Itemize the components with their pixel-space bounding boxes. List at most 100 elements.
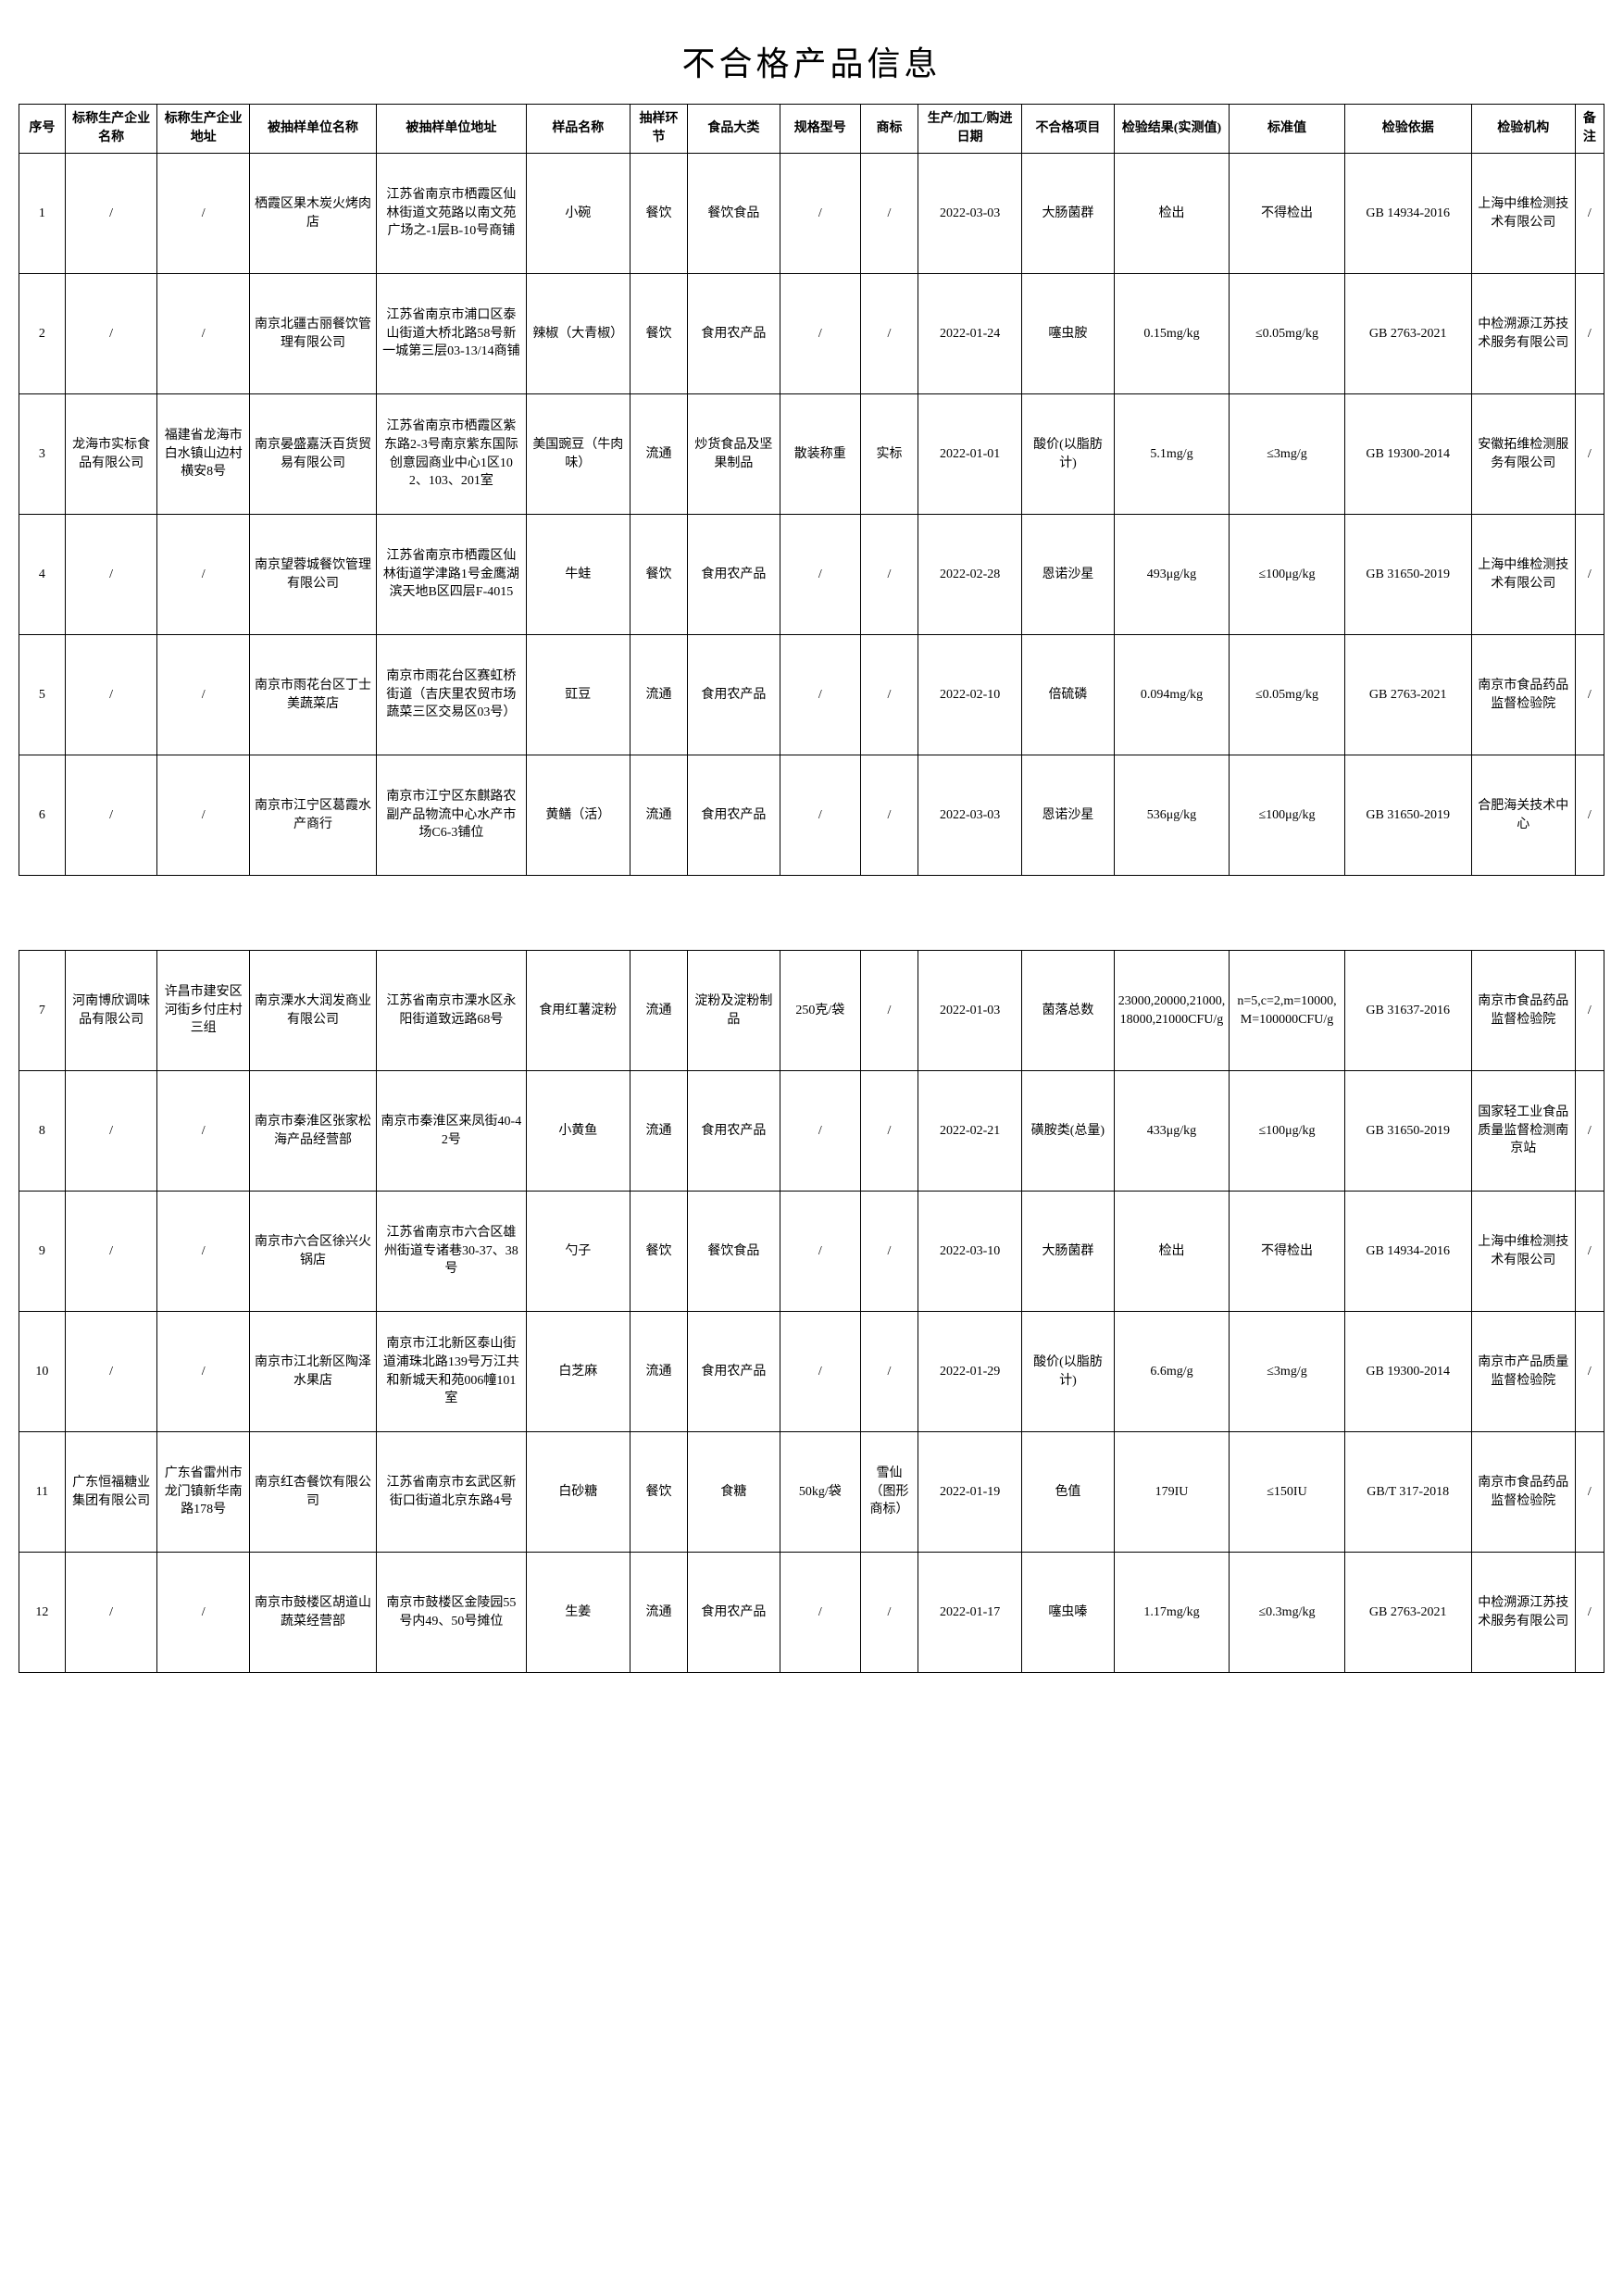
table-cell: 食用农产品	[688, 1312, 780, 1432]
table-cell: 不得检出	[1230, 154, 1345, 274]
table-cell: ≤0.05mg/kg	[1230, 274, 1345, 394]
table-cell: /	[860, 635, 918, 755]
table-cell: 7	[19, 951, 66, 1071]
table-cell: 上海中维检测技术有限公司	[1471, 1192, 1575, 1312]
table-cell: 检出	[1114, 1192, 1230, 1312]
table-cell: 中检溯源江苏技术服务有限公司	[1471, 1553, 1575, 1673]
table-cell: /	[65, 1192, 157, 1312]
table-cell: 4	[19, 515, 66, 635]
table-cell: 江苏省南京市溧水区永阳街道致远路68号	[376, 951, 526, 1071]
table-cell: 江苏省南京市栖霞区紫东路2-3号南京紫东国际创意园商业中心1区102、103、2…	[376, 394, 526, 515]
table-cell: 南京溧水大润发商业有限公司	[249, 951, 376, 1071]
table-cell: 餐饮	[630, 154, 687, 274]
table-cell: 南京市江宁区葛霞水产商行	[249, 755, 376, 876]
table-cell: /	[1575, 1312, 1604, 1432]
page-title: 不合格产品信息	[19, 37, 1604, 85]
table-cell: 2022-03-03	[918, 755, 1022, 876]
table-cell: 南京市雨花台区丁士美蔬菜店	[249, 635, 376, 755]
table-cell: 南京市食品药品监督检验院	[1471, 1432, 1575, 1553]
table-cell: /	[1575, 951, 1604, 1071]
table-cell: 淀粉及淀粉制品	[688, 951, 780, 1071]
table-cell: /	[1575, 635, 1604, 755]
table-cell: /	[780, 1192, 860, 1312]
table-cell: /	[157, 755, 250, 876]
table-cell: /	[860, 951, 918, 1071]
table-cell: 酸价(以脂肪计)	[1022, 1312, 1115, 1432]
table-cell: 江苏省南京市玄武区新街口街道北京东路4号	[376, 1432, 526, 1553]
table-cell: ≤150IU	[1230, 1432, 1345, 1553]
table-cell: /	[780, 274, 860, 394]
table-row: 1//栖霞区果木炭火烤肉店江苏省南京市栖霞区仙林街道文苑路以南文苑广场之-1层B…	[19, 154, 1604, 274]
table-cell: 许昌市建安区河街乡付庄村三组	[157, 951, 250, 1071]
table-cell: 6.6mg/g	[1114, 1312, 1230, 1432]
table-cell: /	[157, 274, 250, 394]
table-cell: 南京市江北新区泰山街道浦珠北路139号万江共和新城天和苑006幢101室	[376, 1312, 526, 1432]
table-cell: n=5,c=2,m=10000,M=100000CFU/g	[1230, 951, 1345, 1071]
table-cell: 南京红杏餐饮有限公司	[249, 1432, 376, 1553]
table-cell: GB/T 317-2018	[1344, 1432, 1471, 1553]
table-cell: 黄鳝（活）	[526, 755, 630, 876]
column-header: 检验结果(实测值)	[1114, 105, 1230, 154]
table-cell: 倍硫磷	[1022, 635, 1115, 755]
table-cell: /	[780, 1071, 860, 1192]
nonconforming-products-table: 序号标称生产企业名称标称生产企业地址被抽样单位名称被抽样单位地址样品名称抽样环节…	[19, 104, 1604, 876]
column-header: 商标	[860, 105, 918, 154]
table-cell: 433μg/kg	[1114, 1071, 1230, 1192]
table-cell: ≤3mg/g	[1230, 1312, 1345, 1432]
table-cell: 1.17mg/kg	[1114, 1553, 1230, 1673]
column-header: 备注	[1575, 105, 1604, 154]
column-header: 食品大类	[688, 105, 780, 154]
table-row: 7河南博欣调味品有限公司许昌市建安区河街乡付庄村三组南京溧水大润发商业有限公司江…	[19, 951, 1604, 1071]
table-cell: 雪仙（图形商标）	[860, 1432, 918, 1553]
table-cell: 餐饮	[630, 1192, 687, 1312]
table-cell: 9	[19, 1192, 66, 1312]
table-cell: 南京市六合区徐兴火锅店	[249, 1192, 376, 1312]
table-cell: 美国豌豆（牛肉味）	[526, 394, 630, 515]
table-cell: ≤3mg/g	[1230, 394, 1345, 515]
table-cell: ≤0.05mg/kg	[1230, 635, 1345, 755]
table-cell: /	[65, 515, 157, 635]
table-cell: 493μg/kg	[1114, 515, 1230, 635]
table-row: 12//南京市鼓楼区胡道山蔬菜经营部南京市鼓楼区金陵园55号内49、50号摊位生…	[19, 1553, 1604, 1673]
table-cell: /	[1575, 274, 1604, 394]
table-cell: ≤100μg/kg	[1230, 755, 1345, 876]
table-cell: GB 31637-2016	[1344, 951, 1471, 1071]
table-cell: 酸价(以脂肪计)	[1022, 394, 1115, 515]
table-cell: /	[1575, 394, 1604, 515]
table-cell: 南京望蓉城餐饮管理有限公司	[249, 515, 376, 635]
table-row: 8//南京市秦淮区张家松海产品经营部南京市秦淮区来凤街40-42号小黄鱼流通食用…	[19, 1071, 1604, 1192]
table-cell: 食用农产品	[688, 1071, 780, 1192]
table-cell: 12	[19, 1553, 66, 1673]
table-cell: /	[65, 635, 157, 755]
table-cell: 流通	[630, 755, 687, 876]
table-cell: 江苏省南京市六合区雄州街道专诸巷30-37、38号	[376, 1192, 526, 1312]
table-cell: 上海中维检测技术有限公司	[1471, 154, 1575, 274]
table-row: 6//南京市江宁区葛霞水产商行南京市江宁区东麒路农副产品物流中心水产市场C6-3…	[19, 755, 1604, 876]
table-cell: /	[1575, 755, 1604, 876]
table-cell: 江苏省南京市栖霞区仙林街道学津路1号金鹰湖滨天地B区四层F-4015	[376, 515, 526, 635]
table-cell: 菌落总数	[1022, 951, 1115, 1071]
table-cell: 南京市产品质量监督检验院	[1471, 1312, 1575, 1432]
column-header: 被抽样单位地址	[376, 105, 526, 154]
table-cell: /	[780, 1312, 860, 1432]
table-cell: 实标	[860, 394, 918, 515]
table-cell: /	[65, 1312, 157, 1432]
table-cell: /	[860, 1553, 918, 1673]
column-header: 标称生产企业地址	[157, 105, 250, 154]
table-cell: /	[157, 1312, 250, 1432]
table-cell: 不得检出	[1230, 1192, 1345, 1312]
table-cell: 2022-01-19	[918, 1432, 1022, 1553]
table-cell: /	[157, 1192, 250, 1312]
table-cell: 食用农产品	[688, 1553, 780, 1673]
table-cell: GB 31650-2019	[1344, 1071, 1471, 1192]
column-header: 抽样环节	[630, 105, 687, 154]
table-cell: 广东恒福糖业集团有限公司	[65, 1432, 157, 1553]
table-cell: 5	[19, 635, 66, 755]
table-cell: 小黄鱼	[526, 1071, 630, 1192]
table-cell: 南京市食品药品监督检验院	[1471, 635, 1575, 755]
table-cell: /	[157, 635, 250, 755]
table-cell: 2022-01-03	[918, 951, 1022, 1071]
table-cell: /	[780, 154, 860, 274]
table-row: 3龙海市实标食品有限公司福建省龙海市白水镇山边村横安8号南京晏盛嘉沃百货贸易有限…	[19, 394, 1604, 515]
table-cell: 江苏省南京市浦口区泰山街道大桥北路58号新一城第三层03-13/14商铺	[376, 274, 526, 394]
